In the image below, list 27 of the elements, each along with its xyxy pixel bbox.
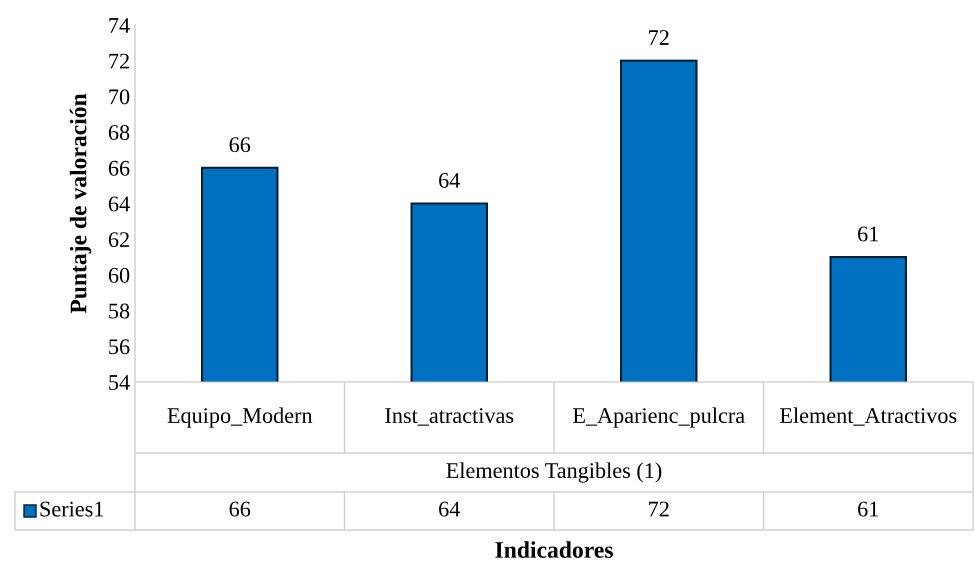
annotation: 64 bbox=[439, 172, 460, 188]
y-tick-label: 72 bbox=[109, 54, 129, 68]
data-label: 64 bbox=[439, 502, 460, 517]
y-tick-label: 58 bbox=[109, 304, 130, 319]
x-axis-title: Indicadores bbox=[495, 541, 613, 558]
y-tick-label: 66 bbox=[108, 160, 130, 176]
x-tick-label: E_Aparienc_pulcra bbox=[573, 407, 745, 428]
y-tick-label: 56 bbox=[109, 339, 130, 354]
x-tick-label: Equipo_Modern bbox=[168, 407, 312, 428]
annotation: 66 bbox=[230, 137, 250, 152]
data-label: 66 bbox=[230, 502, 250, 517]
annotation: 72 bbox=[649, 30, 669, 45]
y-tick-label: 60 bbox=[108, 268, 130, 283]
y-axis-title: Puntaje de valoración bbox=[70, 94, 92, 314]
y-tick-label: 68 bbox=[108, 125, 130, 140]
annotation: 61 bbox=[858, 226, 878, 242]
y-tick-label: 74 bbox=[109, 18, 130, 33]
legend-label: Series1 bbox=[40, 502, 104, 517]
x-tick-label: Inst_atractivas bbox=[385, 408, 514, 426]
y-tick-label: 62 bbox=[108, 232, 129, 248]
y-tick-label: 54 bbox=[109, 375, 130, 390]
text: Elementos Tangibles (1) bbox=[446, 462, 662, 483]
y-tick-label: 64 bbox=[108, 196, 130, 212]
data-label: 61 bbox=[858, 502, 878, 517]
data-label: 72 bbox=[649, 502, 669, 516]
y-tick-label: 70 bbox=[109, 89, 130, 104]
x-tick-label: Element_Atractivos bbox=[780, 407, 956, 426]
